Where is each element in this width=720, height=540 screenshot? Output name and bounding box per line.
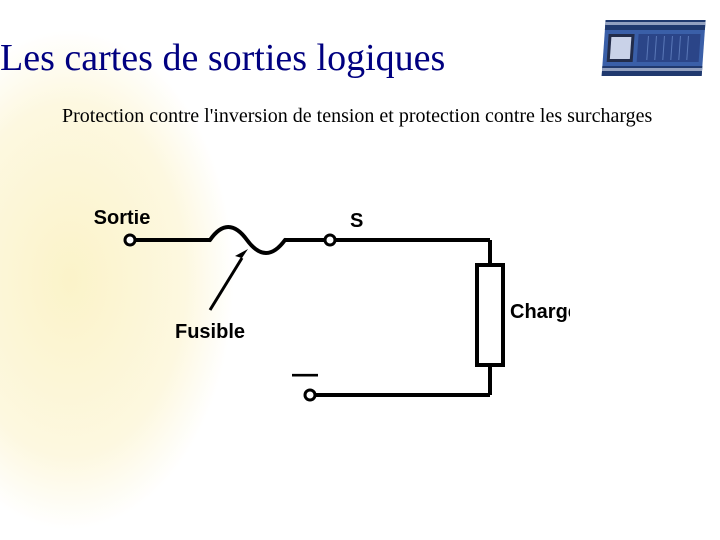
label-s: S [350,210,363,232]
label-minus: — [292,358,318,388]
terminal-minus [305,390,315,400]
plc-panel-right [637,34,701,62]
plc-device-image [600,14,710,80]
page-title: Les cartes de sorties logiques [0,38,445,80]
plc-panel-left-inner [610,37,632,59]
label-fusible: Fusible [175,321,245,343]
load-rect [477,265,503,365]
label-sortie: Sortie [94,210,151,229]
terminal-sortie [125,235,135,245]
fuse-symbol [210,227,285,253]
circuit-diagram: Sortie S Charge Fusible — [90,210,570,440]
label-charge: Charge [510,301,570,323]
arrow-head [235,249,248,258]
arrow-shaft [210,258,242,310]
page-subtitle: Protection contre l'inversion de tension… [62,104,662,129]
terminal-s [325,235,335,245]
